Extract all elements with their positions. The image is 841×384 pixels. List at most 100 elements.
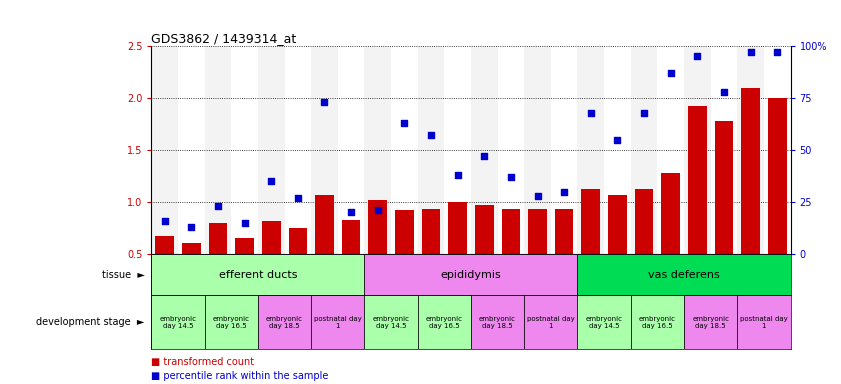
Bar: [608, 195, 627, 254]
Text: efferent ducts: efferent ducts: [219, 270, 297, 280]
Text: tissue  ►: tissue ►: [102, 270, 145, 280]
Point: [238, 220, 251, 226]
Bar: [528, 209, 547, 254]
Text: postnatal day
1: postnatal day 1: [314, 316, 362, 329]
Text: postnatal day
1: postnatal day 1: [527, 316, 574, 329]
Point: [611, 136, 624, 142]
Text: ■ percentile rank within the sample: ■ percentile rank within the sample: [151, 371, 329, 381]
Bar: [421, 209, 441, 254]
Point: [478, 153, 491, 159]
Point: [211, 203, 225, 209]
Text: postnatal day
1: postnatal day 1: [740, 316, 788, 329]
Bar: [341, 220, 361, 254]
Bar: [311, 295, 364, 349]
Bar: [288, 228, 307, 254]
Point: [558, 189, 571, 195]
Bar: [715, 121, 733, 254]
Text: GDS3862 / 1439314_at: GDS3862 / 1439314_at: [151, 32, 297, 45]
Bar: [551, 46, 578, 254]
Point: [184, 224, 198, 230]
Bar: [581, 189, 600, 254]
Text: embryonic
day 16.5: embryonic day 16.5: [426, 316, 463, 329]
Bar: [311, 46, 338, 254]
Bar: [368, 200, 387, 254]
Bar: [764, 46, 791, 254]
Bar: [231, 46, 258, 254]
Text: vas deferens: vas deferens: [648, 270, 720, 280]
Bar: [418, 295, 471, 349]
Bar: [635, 189, 653, 254]
Point: [291, 195, 304, 201]
Bar: [151, 254, 364, 295]
Point: [318, 99, 331, 105]
Bar: [182, 243, 201, 254]
Bar: [262, 221, 281, 254]
Bar: [364, 46, 391, 254]
Text: development stage  ►: development stage ►: [36, 318, 145, 328]
Point: [743, 49, 757, 55]
Bar: [258, 46, 284, 254]
Point: [717, 89, 731, 95]
Bar: [151, 46, 178, 254]
Bar: [741, 88, 760, 254]
Bar: [338, 46, 364, 254]
Point: [664, 70, 677, 76]
Point: [584, 109, 597, 116]
Bar: [578, 46, 604, 254]
Bar: [364, 254, 578, 295]
Bar: [178, 46, 204, 254]
Bar: [315, 195, 334, 254]
Bar: [738, 295, 791, 349]
Bar: [604, 46, 631, 254]
Bar: [524, 295, 578, 349]
Bar: [578, 295, 631, 349]
Point: [371, 207, 384, 213]
Text: embryonic
day 16.5: embryonic day 16.5: [213, 316, 250, 329]
Point: [637, 109, 651, 116]
Bar: [418, 46, 444, 254]
Bar: [661, 173, 680, 254]
Bar: [711, 46, 738, 254]
Bar: [209, 223, 227, 254]
Bar: [235, 238, 254, 254]
Bar: [688, 106, 706, 254]
Text: ■ transformed count: ■ transformed count: [151, 357, 255, 367]
Point: [398, 120, 411, 126]
Bar: [204, 46, 231, 254]
Bar: [631, 295, 684, 349]
Bar: [156, 236, 174, 254]
Point: [344, 209, 357, 215]
Bar: [658, 46, 684, 254]
Bar: [498, 46, 524, 254]
Point: [504, 174, 517, 180]
Point: [451, 172, 464, 178]
Text: embryonic
day 14.5: embryonic day 14.5: [585, 316, 622, 329]
Bar: [471, 46, 498, 254]
Bar: [391, 46, 418, 254]
Bar: [364, 295, 418, 349]
Point: [690, 53, 704, 60]
Point: [264, 178, 278, 184]
Bar: [738, 46, 764, 254]
Bar: [501, 209, 521, 254]
Text: embryonic
day 18.5: embryonic day 18.5: [479, 316, 516, 329]
Point: [158, 218, 172, 224]
Bar: [475, 205, 494, 254]
Bar: [578, 254, 791, 295]
Bar: [258, 295, 311, 349]
Bar: [448, 202, 467, 254]
Bar: [151, 295, 204, 349]
Text: embryonic
day 18.5: embryonic day 18.5: [692, 316, 729, 329]
Text: embryonic
day 14.5: embryonic day 14.5: [160, 316, 197, 329]
Bar: [768, 98, 786, 254]
Point: [424, 132, 437, 139]
Text: epididymis: epididymis: [441, 270, 501, 280]
Point: [531, 193, 544, 199]
Bar: [524, 46, 551, 254]
Text: embryonic
day 14.5: embryonic day 14.5: [373, 316, 410, 329]
Bar: [684, 46, 711, 254]
Point: [770, 49, 784, 55]
Bar: [395, 210, 414, 254]
Bar: [444, 46, 471, 254]
Bar: [471, 295, 524, 349]
